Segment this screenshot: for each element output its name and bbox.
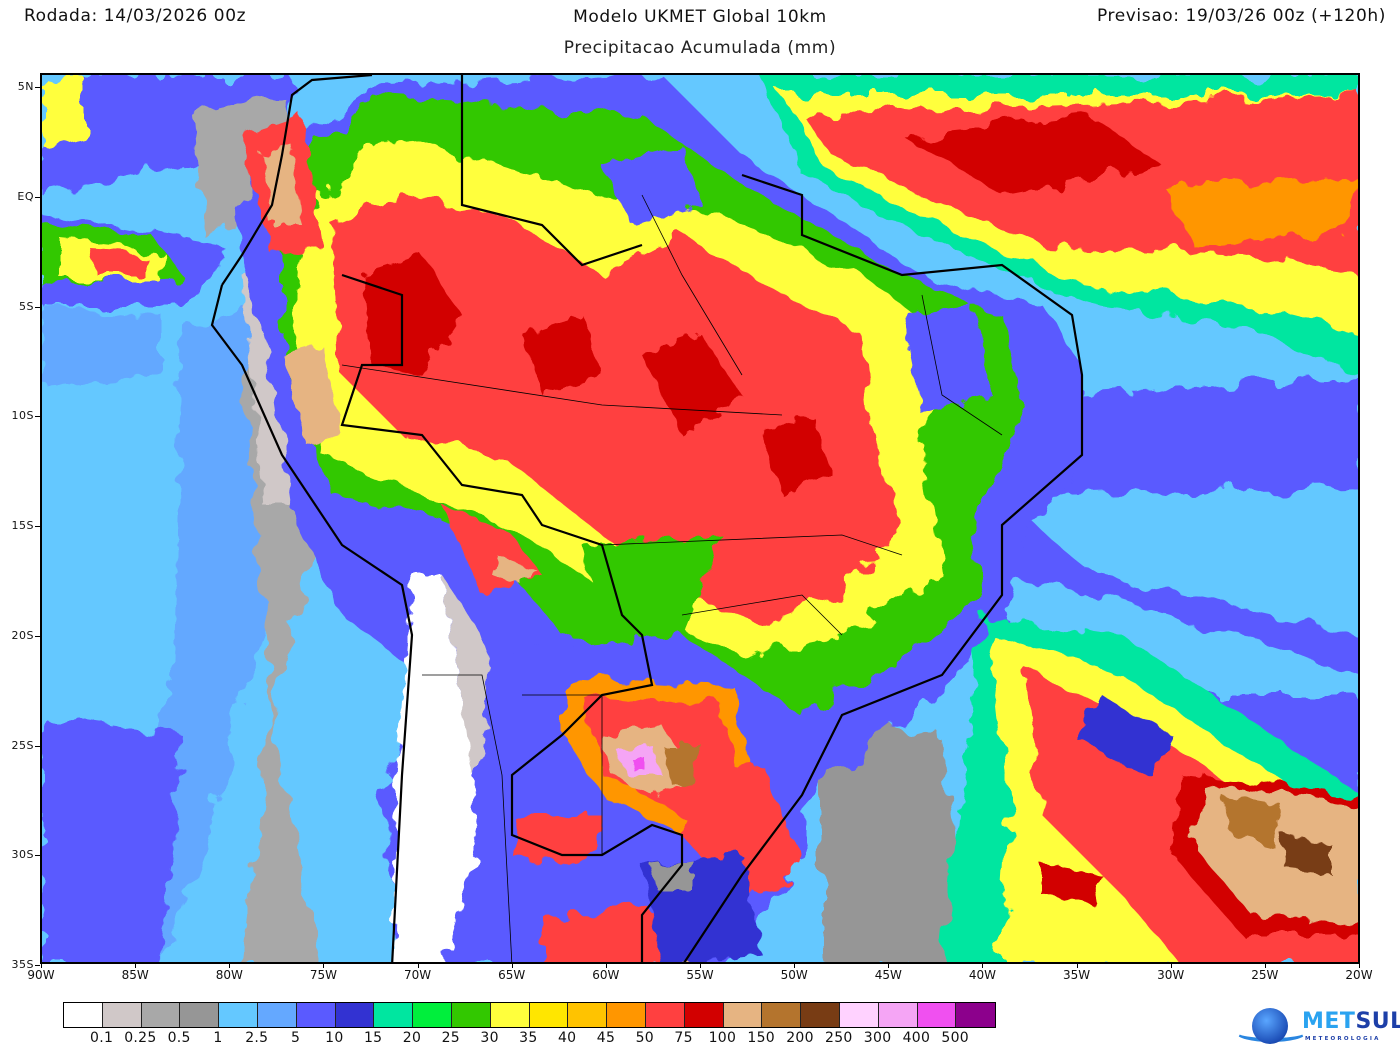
colorbar-swatch — [684, 1003, 724, 1027]
colorbar-swatch — [64, 1003, 103, 1027]
colorbar-swatch — [180, 1003, 220, 1027]
colorbar-label: 500 — [941, 1030, 969, 1046]
colorbar-label: 75 — [674, 1030, 693, 1046]
colorbar-swatch — [451, 1003, 491, 1027]
colorbar-swatch — [141, 1003, 181, 1027]
globe-icon — [1252, 1008, 1288, 1044]
lat-tick-label: EQ — [0, 190, 40, 203]
colorbar-swatch — [219, 1003, 258, 1027]
colorbar-label: 2.5 — [245, 1030, 269, 1046]
variable-subtitle: Precipitacao Acumulada (mm) — [563, 38, 837, 58]
colorbar-label: 200 — [786, 1030, 814, 1046]
lon-tick-label: 65W — [487, 964, 537, 982]
lon-tick-label: 45W — [863, 964, 913, 982]
precipitation-colorbar — [63, 1002, 997, 1028]
colorbar-swatch — [413, 1003, 452, 1027]
lat-tick-label: 35S — [0, 958, 40, 971]
lat-tick-label: 20S — [0, 629, 40, 642]
lon-tick-label: 85W — [110, 964, 160, 982]
colorbar-swatch — [801, 1003, 840, 1027]
colorbar-swatch — [257, 1003, 297, 1027]
logo-tagline: METEOROLOGIA — [1305, 1036, 1381, 1042]
colorbar-label: 0.1 — [90, 1030, 114, 1046]
colorbar-label: 100 — [708, 1030, 737, 1046]
colorbar-swatch — [839, 1003, 879, 1027]
lon-tick-label: 20W — [1334, 964, 1384, 982]
colorbar-swatch — [956, 1003, 996, 1027]
colorbar-label: 0.25 — [124, 1030, 157, 1046]
colorbar-label: 35 — [519, 1030, 538, 1046]
colorbar-swatch — [878, 1003, 918, 1027]
colorbar-label: 0.5 — [167, 1030, 191, 1046]
colorbar-swatch — [374, 1003, 414, 1027]
colorbar-label: 25 — [441, 1030, 461, 1046]
colorbar-label: 5 — [290, 1030, 301, 1046]
colorbar-swatch — [102, 1003, 142, 1027]
colorbar-label: 300 — [863, 1030, 892, 1046]
lon-tick-label: 35W — [1052, 964, 1102, 982]
lat-tick-label: 30S — [0, 848, 40, 861]
lat-tick-label: 5S — [0, 300, 40, 313]
logo-wordmark: METSUL — [1302, 1009, 1400, 1034]
lon-tick-label: 80W — [204, 964, 254, 982]
precipitation-map[interactable] — [40, 73, 1360, 964]
colorbar-label: 20 — [402, 1030, 422, 1046]
colorbar-label: 10 — [325, 1030, 344, 1046]
colorbar-swatch — [723, 1003, 763, 1027]
precipitation-field — [42, 75, 1358, 962]
colorbar-label: 45 — [596, 1030, 616, 1046]
lon-tick-label: 30W — [1146, 964, 1196, 982]
colorbar-swatch — [335, 1003, 375, 1027]
lon-tick-label: 90W — [16, 964, 66, 982]
lon-tick-label: 75W — [298, 964, 348, 982]
lon-tick-label: 70W — [393, 964, 443, 982]
colorbar-swatch — [568, 1003, 608, 1027]
colorbar-swatch — [296, 1003, 336, 1027]
colorbar-label: 250 — [824, 1030, 853, 1046]
lat-tick-label: 25S — [0, 739, 40, 752]
colorbar-swatch — [607, 1003, 646, 1027]
colorbar-label: 30 — [480, 1030, 499, 1046]
lon-tick-label: 25W — [1240, 964, 1290, 982]
colorbar-swatch — [529, 1003, 569, 1027]
colorbar-label: 1 — [213, 1030, 223, 1046]
colorbar-label: 50 — [635, 1030, 655, 1046]
colorbar-label: 400 — [902, 1030, 931, 1046]
lat-tick-label: 15S — [0, 519, 40, 532]
lat-tick-label: 5N — [0, 80, 40, 93]
lat-tick-label: 10S — [0, 409, 40, 422]
metsul-logo: METSUL METEOROLOGIA — [1232, 1006, 1400, 1048]
colorbar-swatch — [762, 1003, 802, 1027]
model-title: Modelo UKMET Global 10km — [573, 7, 827, 27]
run-label: Rodada: 14/03/2026 00z — [24, 6, 247, 26]
colorbar-swatch — [917, 1003, 957, 1027]
colorbar-label: 40 — [557, 1030, 577, 1046]
lon-tick-label: 60W — [581, 964, 631, 982]
forecast-valid-label: Previsao: 19/03/26 00z (+120h) — [1096, 6, 1386, 26]
colorbar-swatch — [645, 1003, 685, 1027]
lon-tick-label: 55W — [675, 964, 725, 982]
colorbar-label: 15 — [363, 1030, 383, 1046]
lon-tick-label: 40W — [957, 964, 1007, 982]
colorbar-label: 150 — [747, 1030, 775, 1046]
lon-tick-label: 50W — [769, 964, 819, 982]
colorbar-swatch — [490, 1003, 530, 1027]
